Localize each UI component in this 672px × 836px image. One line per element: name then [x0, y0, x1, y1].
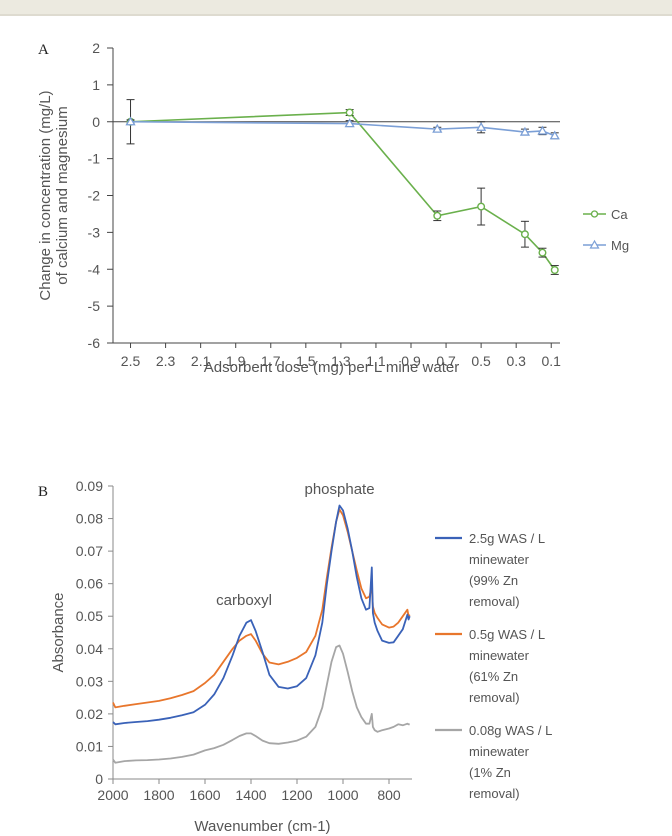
panel-b-x-axis-title: Wavenumber (cm-1) — [194, 818, 330, 835]
panel-a-y-axis-title-line2: of calcium and magnesium — [54, 106, 71, 284]
series-mg-point — [549, 130, 560, 140]
panel-b-y-tick-label: 0.04 — [76, 641, 103, 657]
legend-ca-swatch-marker — [590, 210, 599, 218]
series-ca-point — [538, 248, 547, 257]
top-divider — [0, 14, 672, 16]
panel-a-x-tick-label: 0.5 — [471, 353, 491, 369]
panel-a-chart: A 2 1 0 -1 -2 -3 -4 -5 -6 2.5 2.3 2.1 1.9 1.7 1.5 1.3 1.… — [37, 40, 629, 376]
series-mg-point — [125, 116, 136, 126]
panel-b-x-tick-label: 800 — [377, 787, 401, 803]
legend-series-1-text-line-3: (99% Zn — [469, 573, 518, 588]
legend-ca-label: Ca — [611, 207, 628, 222]
legend-mg-label: Mg — [611, 238, 629, 253]
panel-a-x-axis-title: Adsorbent dose (mg) per L mine water — [204, 359, 459, 376]
spectrum-series-2-line — [112, 508, 411, 709]
panel-b-label: B — [38, 484, 48, 500]
panel-a-y-tick-label: -1 — [88, 151, 101, 167]
series-ca-point — [520, 230, 529, 239]
spectrum-series-1-line — [112, 504, 411, 726]
panel-b-x-tick-label: 1000 — [327, 787, 358, 803]
panel-b-chart: B 0.090.080.070.060.050.040.030.020.0102… — [38, 478, 552, 835]
panel-b-x-tick-label: 1200 — [281, 787, 312, 803]
panel-a-y-tick-label: -4 — [88, 261, 101, 277]
series-ca-point — [550, 265, 559, 274]
annotation-phosphate: phosphate — [305, 481, 375, 498]
panel-a-x-tick-label: 2.1 — [191, 353, 211, 369]
panel-a-x-tick-label: 1.7 — [261, 353, 281, 369]
panel-b-x-tick-label: 1400 — [235, 787, 266, 803]
panel-a-x-tick-label: 1.9 — [226, 353, 246, 369]
series-ca-point — [433, 211, 442, 220]
panel-b-y-tick-label: 0.02 — [76, 706, 103, 722]
legend-series-3-text-line-1: 0.08g WAS / L — [469, 723, 552, 738]
series-ca-point — [345, 108, 354, 117]
panel-a-x-tick-label: 0.1 — [542, 353, 562, 369]
legend-series-3-text-line-3: (1% Zn — [469, 765, 511, 780]
spectrum-series-3-line — [112, 644, 410, 764]
panel-b-x-tick-label: 1800 — [143, 787, 174, 803]
panel-a-y-tick-label: -3 — [88, 224, 101, 240]
series-mg-point — [432, 123, 443, 133]
panel-b-y-tick-label: 0.07 — [76, 543, 103, 559]
panel-a-x-tick-label: 2.5 — [121, 353, 141, 369]
series-ca-line — [130, 111, 556, 271]
panel-b-y-tick-label: 0.03 — [76, 673, 103, 689]
panel-a-x-tick-label: 0.3 — [506, 353, 526, 369]
panel-b-y-tick-label: 0.06 — [76, 576, 103, 592]
panel-a-y-tick-label: 0 — [92, 114, 100, 130]
panel-a-y-tick-label: -5 — [88, 298, 101, 314]
panel-b-y-tick-label: 0.05 — [76, 608, 103, 624]
panel-a-y-tick-label: -2 — [88, 188, 101, 204]
panel-a-x-tick-label: 2.3 — [156, 353, 176, 369]
panel-b-y-axis-title: Absorbance — [50, 592, 67, 672]
annotation-carboxyl: carboxyl — [216, 592, 272, 609]
series-mg-line — [130, 120, 556, 137]
legend-series-1-text-line-1: 2.5g WAS / L — [469, 531, 545, 546]
panel-a-x-tick-label: 1.1 — [366, 353, 386, 369]
panel-a-x-tick-label: 1.5 — [296, 353, 316, 369]
panel-a-x-tick-label: 0.7 — [436, 353, 456, 369]
legend-series-2-text-line-3: (61% Zn — [469, 669, 518, 684]
legend-series-2-text-line-4: removal) — [469, 690, 520, 705]
series-ca-point — [477, 202, 486, 211]
panel-a-y-tick-label: 1 — [92, 77, 100, 93]
series-mg-point — [344, 118, 355, 128]
legend-series-3-text-line-2: minewater — [469, 744, 530, 759]
panel-b-y-tick-label: 0 — [95, 771, 103, 787]
series-mg-point — [537, 125, 548, 135]
top-bar — [0, 0, 672, 14]
panel-a-x-tick-label: 1.3 — [331, 353, 351, 369]
panel-a-x-tick-label: 0.9 — [401, 353, 421, 369]
panel-b-y-tick-label: 0.09 — [76, 478, 103, 494]
panel-a-y-tick-label: 2 — [92, 40, 100, 56]
legend-mg-swatch-marker — [589, 239, 600, 249]
panel-a-y-axis-title-line1: Change in concentration (mg/L) — [37, 90, 54, 300]
panel-b-x-tick-label: 1600 — [189, 787, 220, 803]
legend-series-1-text-line-4: removal) — [469, 594, 520, 609]
panel-b-x-tick-label: 2000 — [97, 787, 128, 803]
panel-a-label: A — [38, 42, 49, 58]
legend-series-2-text-line-2: minewater — [469, 648, 530, 663]
legend-series-2-text-line-1: 0.5g WAS / L — [469, 627, 545, 642]
panel-a-y-tick-label: -6 — [88, 335, 101, 351]
legend-series-3-text-line-4: removal) — [469, 786, 520, 801]
series-mg-point — [519, 126, 531, 136]
series-mg-point — [475, 121, 487, 131]
panel-b-y-tick-label: 0.01 — [76, 738, 103, 754]
panel-b-y-tick-label: 0.08 — [76, 511, 103, 527]
legend-series-1-text-line-2: minewater — [469, 552, 530, 567]
